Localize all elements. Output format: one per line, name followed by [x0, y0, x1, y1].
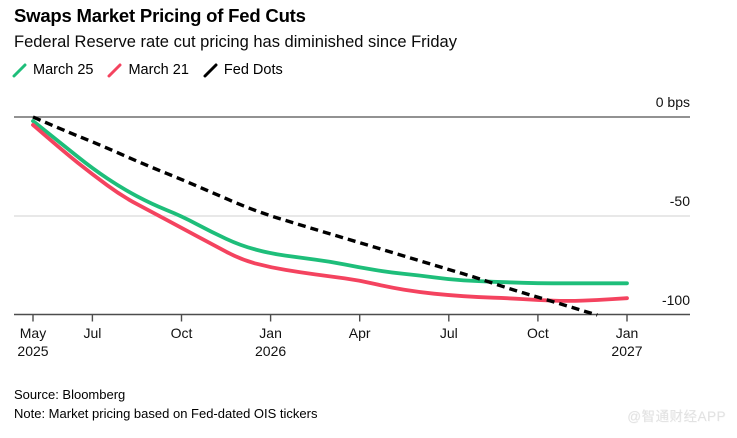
watermark-text: @智通财经APP — [627, 409, 726, 424]
legend-item-march-25: March 25 — [12, 62, 93, 78]
x-axis-year-label: 2026 — [255, 343, 287, 359]
legend-item-fed-dots: Fed Dots — [203, 62, 283, 78]
legend-item-march-21: March 21 — [107, 62, 189, 78]
line-swatch-icon — [203, 63, 218, 77]
series-line-march-25 — [31, 119, 629, 286]
note-text: Note: Market pricing based on Fed-dated … — [14, 406, 318, 421]
chart-subtitle: Federal Reserve rate cut pricing has dim… — [14, 33, 457, 51]
x-axis-label: Jan — [259, 325, 282, 341]
x-axis-year-label: 2025 — [17, 343, 49, 359]
chart-legend: March 25 March 21 Fed Dots — [12, 62, 283, 78]
y-axis-label: 0 bps — [655, 94, 690, 110]
x-axis-label: Oct — [170, 325, 193, 341]
x-axis-label: Jul — [439, 325, 458, 341]
line-swatch-icon — [12, 63, 27, 77]
y-axis-label: -100 — [661, 292, 690, 308]
series-line-fed-dots — [32, 115, 598, 317]
x-axis-label: Oct — [527, 325, 549, 341]
source-text: Source: Bloomberg — [14, 387, 126, 402]
x-axis-year-label: 2027 — [611, 343, 643, 359]
series-line-march-21 — [31, 123, 629, 303]
legend-label: Fed Dots — [223, 62, 283, 78]
chart-title: Swaps Market Pricing of Fed Cuts — [14, 5, 306, 26]
x-axis-label: Jul — [83, 325, 102, 341]
y-axis-label: -50 — [669, 193, 690, 209]
line-swatch-icon — [107, 63, 122, 77]
x-axis-label: May — [19, 325, 47, 341]
legend-label: March 25 — [33, 62, 94, 78]
legend-label: March 21 — [128, 62, 189, 78]
x-axis-label: Apr — [348, 325, 371, 341]
x-axis-label: Jan — [615, 325, 639, 341]
